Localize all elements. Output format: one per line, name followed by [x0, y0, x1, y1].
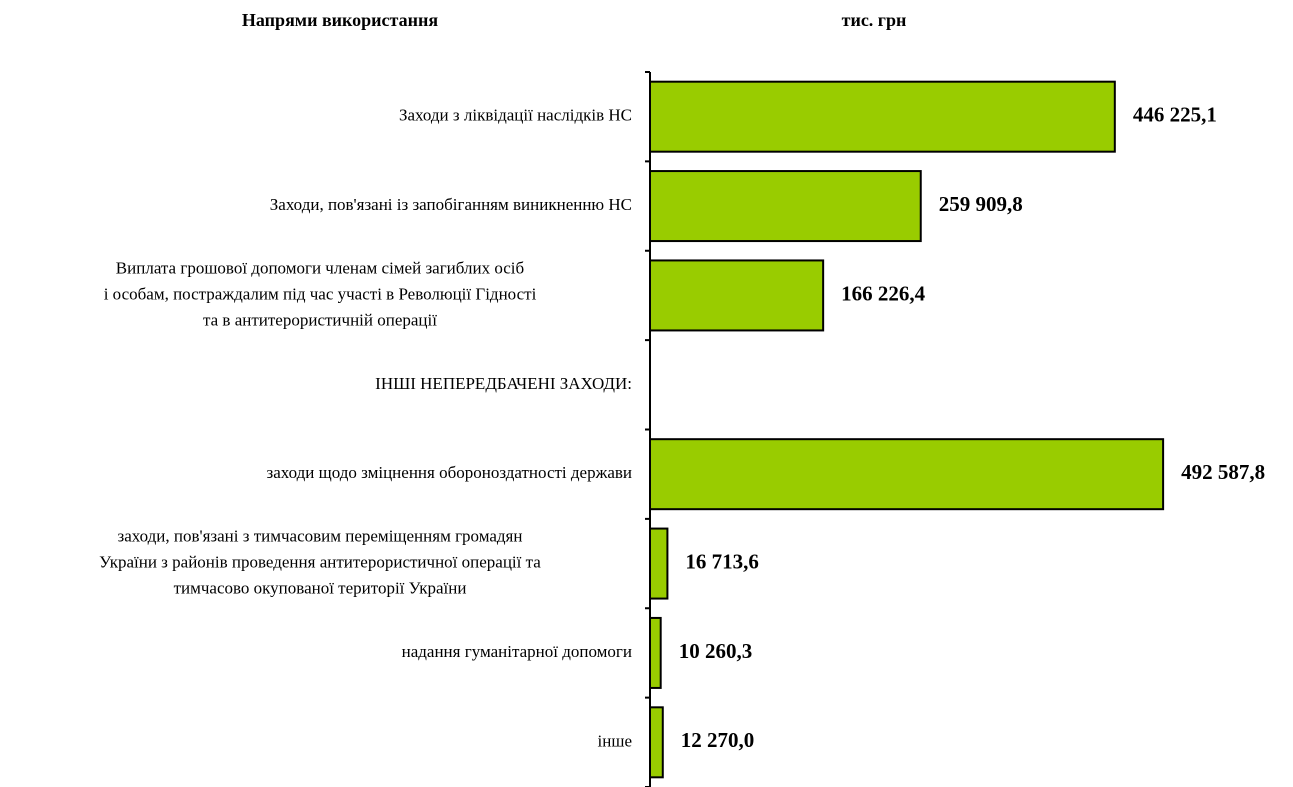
- category-label: надання гуманітарної допомоги: [402, 642, 632, 661]
- category-label: заходи щодо зміцнення обороноздатності д…: [267, 463, 633, 482]
- value-label: 12 270,0: [681, 728, 755, 752]
- value-label: 492 587,8: [1181, 460, 1265, 484]
- value-label: 446 225,1: [1133, 103, 1217, 127]
- category-label: заходи, пов'язані з тимчасовим переміщен…: [99, 526, 541, 597]
- category-label: Виплата грошової допомоги членам сімей з…: [104, 258, 537, 329]
- value-label: 166 226,4: [841, 281, 926, 305]
- chart-title: Напрями використання: [242, 10, 438, 30]
- unit-label: тис. грн: [842, 10, 907, 30]
- category-label: Заходи з ліквідації наслідків НС: [399, 106, 632, 125]
- bar: [649, 438, 1165, 511]
- category-label: Заходи, пов'язані із запобіганням виникн…: [270, 195, 632, 214]
- value-label: 10 260,3: [679, 639, 753, 663]
- bar: [649, 80, 1116, 153]
- category-label: інше: [598, 731, 632, 750]
- bar: [649, 259, 825, 332]
- bar: [649, 170, 922, 243]
- bar: [649, 527, 669, 600]
- category-label: ІНШІ НЕПЕРЕДБАЧЕНІ ЗАХОДИ:: [375, 374, 632, 393]
- bar: [649, 706, 664, 779]
- value-label: 259 909,8: [939, 192, 1023, 216]
- value-label: 16 713,6: [685, 549, 759, 573]
- bar: [649, 616, 662, 689]
